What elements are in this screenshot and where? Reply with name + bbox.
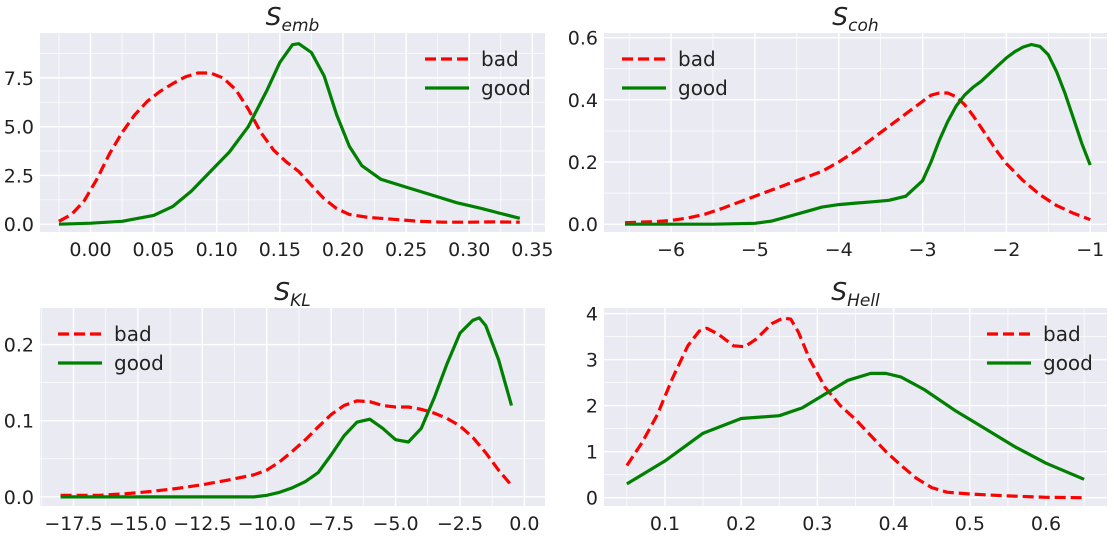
series-line-bad [624,91,1091,225]
series-line-bad [625,316,1085,500]
x-tick-label: −10.0 [238,513,296,535]
series-line-good [58,42,521,226]
x-tick-label: 0.00 [69,239,111,261]
y-tick-label: 5.0 [4,117,34,139]
x-tick-label: −3 [909,239,937,261]
subplot-emb: 0.00 0.05 0.10 0.15 0.20 0.25 0.30 0.35 0.0 2.5 5.… [4,2,554,261]
plot-area [604,33,1107,232]
y-tick-label: 7.5 [4,68,34,90]
x-tick-label: −5 [741,239,769,261]
x-tick-label: 0.15 [259,239,301,261]
subplot-hell: 0.1 0.2 0.3 0.4 0.5 0.6 0 1 2 3 4 SHell bad good [586,277,1107,535]
chart-title-main: S [266,2,282,31]
x-tick-label: 0.0 [509,513,539,535]
chart-title-subscript: coh [848,16,879,36]
x-tick-label: 0.20 [322,239,364,261]
chart-title: SHell [831,277,880,311]
chart-title-subscript: KL [290,291,311,311]
x-tick-label: −1 [1076,239,1104,261]
x-tick-label: −5.0 [372,513,418,535]
series-line-good [60,316,514,499]
chart-title-main: S [274,277,290,306]
x-tick-label: −6 [657,239,685,261]
x-tick-label: 0.10 [196,239,238,261]
y-tick-label: 0.0 [4,214,34,236]
series-line-good [625,42,1092,226]
subplot-kl: −17.5 −15.0 −12.5 −10.0 −7.5 −5.0 −2.5 0.0 0.0 0.… [4,277,545,535]
y-tick-label: 0.0 [4,487,34,509]
chart-title: Semb [266,2,320,36]
x-tick-label: −17.5 [44,513,102,535]
x-tick-label: 0.1 [650,513,680,535]
x-tick-label: −15.0 [109,513,167,535]
chart-title-subscript: Hell [847,291,880,311]
chart-title: SKL [274,277,311,311]
x-tick-label: 0.5 [955,513,985,535]
chart-title-subscript: emb [282,16,320,36]
y-tick-label: 3 [586,350,598,372]
x-tick-label: 0.30 [448,239,490,261]
chart-title-main: S [831,277,847,306]
y-tick-label: 0.6 [568,28,598,50]
legend-label-good: good [481,76,531,100]
x-tick-label: −2.5 [437,513,483,535]
x-tick-label: 0.4 [878,513,908,535]
x-tick-label: 0.2 [726,513,756,535]
y-tick-label: 4 [586,304,598,326]
x-tick-label: −2 [992,239,1020,261]
y-tick-label: 1 [586,442,598,464]
x-tick-label: 0.05 [132,239,174,261]
plot-area [40,33,545,232]
series-line-bad [58,71,520,224]
legend-label-good: good [678,76,728,100]
y-tick-label: 2 [586,396,598,418]
x-tick-label: 0.35 [511,239,553,261]
legend-label-bad: bad [114,322,152,346]
chart-title: Scoh [832,2,878,36]
x-tick-label: 0.3 [802,513,832,535]
y-tick-label: 0.2 [4,335,34,357]
x-tick-label: −7.5 [308,513,354,535]
legend-label-bad: bad [1043,322,1081,346]
x-tick-label: 0.6 [1031,513,1061,535]
series-line-good [626,371,1085,486]
legend-label-bad: bad [678,47,716,71]
y-tick-label: 0.2 [568,152,598,174]
x-tick-label: 0.25 [385,239,427,261]
x-tick-label: −4 [825,239,853,261]
legend-label-bad: bad [481,47,519,71]
y-tick-label: 0.0 [568,214,598,236]
plot-area [40,308,545,506]
legend-label-good: good [1043,351,1093,375]
y-tick-label: 0.1 [4,411,34,433]
legend-label-good: good [114,351,164,375]
y-tick-label: 0 [586,488,598,510]
y-tick-label: 2.5 [4,165,34,187]
chart-title-main: S [832,2,848,31]
series-line-bad [60,399,513,497]
x-tick-label: −12.5 [173,513,231,535]
subplot-coh: −6 −5 −4 −3 −2 −1 0.0 0.2 0.4 0.6 Scoh bad good [568,2,1107,261]
y-tick-label: 0.4 [568,90,598,112]
